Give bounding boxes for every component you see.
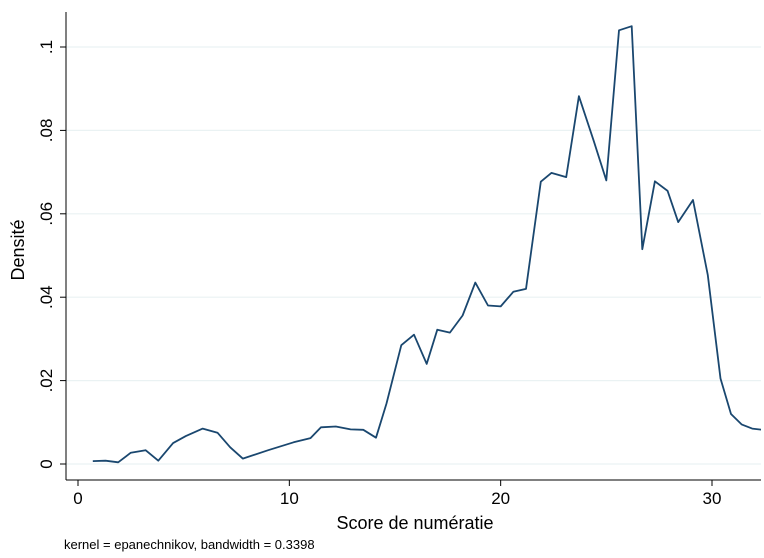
x-tick-label: 30 bbox=[703, 489, 722, 508]
x-tick-label: 20 bbox=[491, 489, 510, 508]
x-axis-title: Score de numératie bbox=[336, 513, 493, 533]
x-tick-label: 0 bbox=[73, 489, 82, 508]
y-tick-label: .1 bbox=[37, 40, 56, 54]
density-line bbox=[92, 25, 761, 464]
y-tick-label: .02 bbox=[37, 369, 56, 393]
gridlines bbox=[66, 46, 761, 465]
y-tick-label: .06 bbox=[37, 202, 56, 226]
axes: 0 .02 .04 .06 .08 .1 0 10 20 30 bbox=[37, 12, 761, 508]
plot-area bbox=[66, 12, 761, 480]
y-tick-label: .04 bbox=[37, 285, 56, 309]
density-series bbox=[92, 25, 761, 464]
y-tick-label: 0 bbox=[37, 459, 56, 468]
kernel-note: kernel = epanechnikov, bandwidth = 0.339… bbox=[64, 537, 315, 552]
y-axis-title: Densité bbox=[8, 219, 28, 280]
x-tick-label: 10 bbox=[280, 489, 299, 508]
y-tick-label: .08 bbox=[37, 119, 56, 143]
